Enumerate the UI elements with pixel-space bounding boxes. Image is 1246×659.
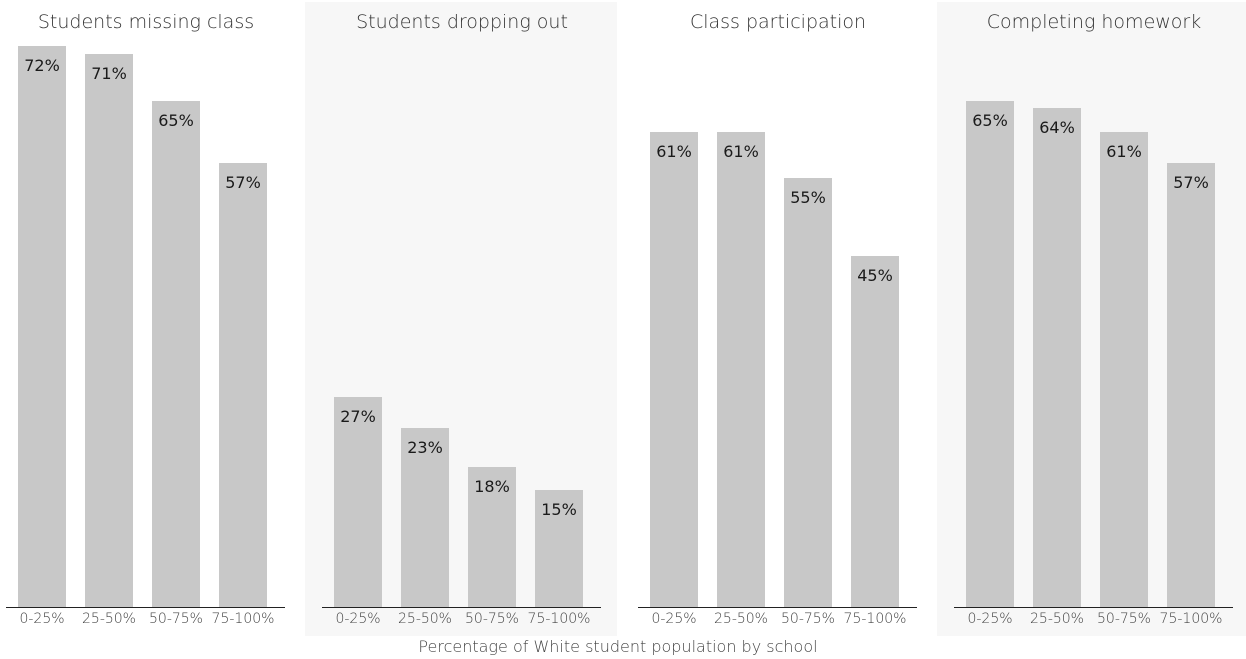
bar — [851, 256, 899, 607]
x-tick-label: 75-100% — [843, 611, 907, 627]
bar-value-label: 61% — [656, 142, 692, 161]
bar — [468, 467, 516, 607]
x-tick-label: 50-75% — [781, 611, 835, 627]
x-axis-label: Percentage of White student population b… — [418, 637, 818, 656]
panel-title: Students missing class — [37, 11, 255, 33]
bar — [152, 101, 200, 607]
x-tick-label: 75-100% — [1159, 611, 1223, 627]
bar-value-label: 23% — [407, 438, 443, 457]
x-axis-line — [322, 607, 601, 608]
bar-value-label: 27% — [340, 407, 376, 426]
panel-title: Completing homework — [986, 11, 1202, 33]
bar-value-label: 55% — [790, 188, 826, 207]
x-tick-label: 0-25% — [967, 611, 1013, 627]
x-tick-label: 50-75% — [149, 611, 203, 627]
bar-value-label: 61% — [1106, 142, 1142, 161]
bar-value-label: 57% — [1173, 173, 1209, 192]
x-tick-label: 75-100% — [211, 611, 275, 627]
x-tick-label: 25-50% — [398, 611, 452, 627]
bar-value-label: 65% — [972, 111, 1008, 130]
bar-value-label: 71% — [91, 64, 127, 83]
x-tick-label: 75-100% — [527, 611, 591, 627]
bar — [1033, 108, 1081, 607]
bar — [966, 101, 1014, 607]
bar — [18, 46, 66, 607]
bar — [401, 428, 449, 607]
bar — [650, 132, 698, 607]
bar-value-label: 45% — [857, 266, 893, 285]
bar-value-label: 64% — [1039, 118, 1075, 137]
x-axis-line — [6, 607, 285, 608]
bar — [85, 54, 133, 607]
x-tick-label: 0-25% — [19, 611, 65, 627]
panel-title: Class participation — [689, 11, 867, 33]
x-tick-label: 25-50% — [82, 611, 136, 627]
bar — [1167, 163, 1215, 607]
bar — [535, 490, 583, 607]
bar-value-label: 65% — [158, 111, 194, 130]
x-axis-line — [954, 607, 1233, 608]
bar-value-label: 15% — [541, 500, 577, 519]
bar-value-label: 61% — [723, 142, 759, 161]
bar-value-label: 57% — [225, 173, 261, 192]
bar-value-label: 18% — [474, 477, 510, 496]
x-tick-label: 0-25% — [335, 611, 381, 627]
bar — [1100, 132, 1148, 607]
x-tick-label: 25-50% — [1030, 611, 1084, 627]
panel-title: Students dropping out — [356, 11, 568, 33]
bar — [219, 163, 267, 607]
x-tick-label: 25-50% — [714, 611, 768, 627]
bar — [784, 178, 832, 607]
bar-value-label: 72% — [24, 56, 60, 75]
x-tick-label: 0-25% — [651, 611, 697, 627]
x-tick-label: 50-75% — [465, 611, 519, 627]
x-tick-label: 50-75% — [1097, 611, 1151, 627]
bar — [717, 132, 765, 607]
bar — [334, 397, 382, 607]
x-axis-line — [638, 607, 917, 608]
